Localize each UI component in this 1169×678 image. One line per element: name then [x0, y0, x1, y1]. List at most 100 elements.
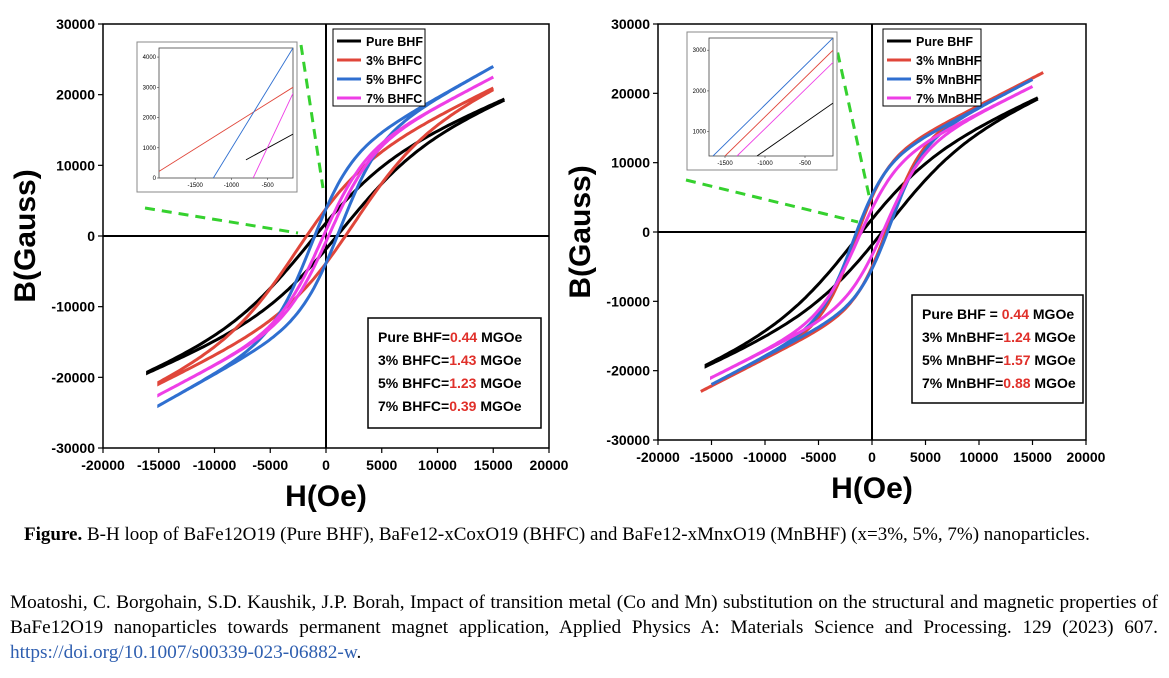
legend: Pure BHF 3% MnBHF 5% MnBHF 7% MnBHF — [882, 28, 982, 107]
legend-label: Pure BHF — [916, 35, 973, 49]
inset-y-tick-label: 3000 — [143, 85, 157, 91]
inset-y-tick-label: 3000 — [693, 48, 707, 54]
y-tick-label: -20000 — [51, 369, 95, 385]
energy-unit: MGOe — [1031, 329, 1076, 345]
y-tick-label: 0 — [87, 228, 95, 244]
inset-x-tick-label: -1000 — [757, 161, 773, 167]
energy-label: Pure BHF= — [378, 329, 450, 345]
y-tick-label: 10000 — [56, 157, 95, 173]
x-tick-label: -10000 — [743, 449, 787, 465]
inset-x-tick-label: -500 — [262, 183, 275, 189]
series-line-3-bhfc — [157, 86, 495, 387]
x-tick-label: 15000 — [1013, 449, 1052, 465]
energy-box-frame — [911, 294, 1084, 404]
y-axis-label: B(Gauss) — [564, 165, 597, 298]
y-tick-label: 10000 — [611, 155, 650, 171]
inset-axes — [708, 37, 834, 157]
x-axis-label: H(Oe) — [285, 480, 367, 513]
inset-y-tick-label: 2000 — [693, 89, 707, 95]
inset-series-line — [712, 38, 833, 156]
energy-unit: MGOe — [1031, 375, 1076, 391]
energy-value: 1.23 — [449, 375, 476, 391]
inset-y-tick-label: 2000 — [143, 116, 157, 122]
series-line-7-mnbhf — [710, 85, 1034, 381]
energy-label: 3% MnBHF= — [922, 329, 1003, 345]
caption-text: B-H loop of BaFe12O19 (Pure BHF), BaFe12… — [82, 524, 1090, 545]
x-tick-label: 10000 — [418, 457, 457, 473]
caption-label: Figure. — [24, 524, 83, 545]
x-tick-label: 10000 — [960, 449, 999, 465]
y-tick-label: 30000 — [56, 16, 95, 32]
energy-value: 1.57 — [1003, 352, 1030, 368]
legend-label: Pure BHF — [366, 35, 423, 49]
energy-row: Pure BHF = 0.44 MGOe — [922, 306, 1074, 322]
x-tick-label: -5000 — [252, 457, 288, 473]
inset: -1500 -1000 -500 0 1000 2000 3000 4000 — [136, 41, 298, 193]
energy-value: 0.44 — [1002, 306, 1029, 322]
inset-x-tick-label: -500 — [799, 161, 812, 167]
inset-x-tick-label: -1500 — [188, 183, 204, 189]
energy-row: Pure BHF=0.44 MGOe — [378, 329, 523, 345]
energy-row: 3% MnBHF=1.24 MGOe — [922, 329, 1076, 345]
inset-guide-line — [299, 44, 325, 189]
inset-guide-line — [144, 206, 299, 235]
x-tick-label: 0 — [322, 457, 330, 473]
energy-unit: MGOe — [1029, 306, 1074, 322]
figure-caption: Figure. B-H loop of BaFe12O19 (Pure BHF)… — [24, 522, 1154, 548]
x-tick-label: -5000 — [801, 449, 837, 465]
x-tick-label: 15000 — [474, 457, 513, 473]
y-tick-label: 20000 — [56, 87, 95, 103]
inset-series-line — [724, 49, 833, 156]
bh-chart-1: -20000 -15000 -10000 -5000 0 5000 10000 15000 20… — [9, 16, 569, 513]
energy-row: 3% BHFC=1.43 MGOe — [378, 352, 522, 368]
inset: -1500 -1000 -500 1000 2000 3000 — [686, 31, 838, 171]
inset-frame — [136, 41, 298, 193]
legend: Pure BHF 3% BHFC 5% BHFC 7% BHFC — [332, 28, 426, 107]
energy-unit: MGOe — [476, 352, 521, 368]
inset-x-tick-label: -1000 — [224, 183, 240, 189]
x-tick-label: -10000 — [193, 457, 237, 473]
reference-end: . — [356, 642, 362, 663]
energy-unit: MGOe — [477, 329, 522, 345]
y-tick-label: 20000 — [611, 85, 650, 101]
inset-series-line — [252, 93, 293, 178]
legend-label: 5% BHFC — [366, 73, 422, 87]
energy-label: 7% MnBHF= — [922, 375, 1003, 391]
inset-series-line — [159, 86, 293, 172]
y-tick-label: -10000 — [51, 299, 95, 315]
y-tick-label: 0 — [642, 224, 650, 240]
inset-guide-line — [832, 35, 872, 201]
energy-value: 0.88 — [1003, 375, 1030, 391]
energy-row: 5% MnBHF=1.57 MGOe — [922, 352, 1076, 368]
energy-row: 5% BHFC=1.23 MGOe — [378, 375, 522, 391]
energy-value: 1.24 — [1003, 329, 1030, 345]
reference-link[interactable]: https://doi.org/10.1007/s00339-023-06882… — [10, 642, 357, 663]
reference-text: Moatoshi, C. Borgohain, S.D. Kaushik, J.… — [10, 592, 1158, 638]
legend-label: 7% MnBHF — [916, 92, 982, 106]
legend-label: 5% MnBHF — [916, 73, 982, 87]
energy-value: 0.44 — [450, 329, 477, 345]
reference: Moatoshi, C. Borgohain, S.D. Kaushik, J.… — [10, 590, 1158, 665]
inset-series-line — [212, 48, 293, 178]
inset-x-tick-label: -1500 — [717, 161, 733, 167]
figure: -20000 -15000 -10000 -5000 0 5000 10000 15000 20… — [9, 16, 1106, 513]
series-line-7-bhfc — [157, 75, 495, 398]
x-tick-label: -20000 — [81, 457, 125, 473]
x-tick-label: -15000 — [690, 449, 734, 465]
x-tick-label: 5000 — [366, 457, 397, 473]
energy-unit: MGOe — [1031, 352, 1076, 368]
inset-series-line — [736, 62, 833, 156]
x-tick-label: -20000 — [636, 449, 680, 465]
inset-guide-line — [685, 178, 859, 224]
inset-y-tick-label: 0 — [153, 176, 157, 182]
x-tick-label: -15000 — [137, 457, 181, 473]
inset-axes — [158, 47, 294, 179]
series-line-pure-bhf — [704, 96, 1039, 369]
y-tick-label: -30000 — [606, 432, 650, 448]
energy-label: 3% BHFC= — [378, 352, 449, 368]
bh-chart-2: -20000 -15000 -10000 -5000 0 5000 10000 15000 20… — [564, 16, 1106, 505]
x-tick-label: 5000 — [910, 449, 941, 465]
energy-row: 7% MnBHF=0.88 MGOe — [922, 375, 1076, 391]
